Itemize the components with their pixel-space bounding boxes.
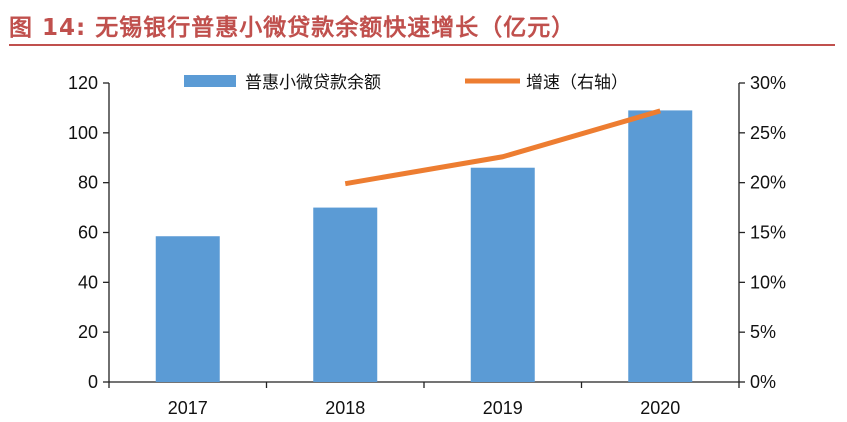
bar	[628, 110, 693, 383]
left-tick-label: 0	[88, 372, 98, 392]
legend-line-label: 增速（右轴）	[526, 73, 628, 93]
x-tick-label: 2018	[325, 398, 365, 418]
figure-title: 图 14: 无锡银行普惠小微贷款余额快速增长（亿元）	[9, 15, 576, 41]
left-tick-label: 80	[78, 173, 98, 193]
line-series	[344, 108, 661, 187]
title-underline	[9, 44, 835, 46]
right-tick-label: 15%	[750, 223, 786, 243]
right-tick-label: 10%	[750, 272, 786, 292]
bar	[155, 236, 220, 382]
x-tick-label: 2019	[483, 398, 523, 418]
left-tick-label: 120	[68, 73, 98, 93]
right-tick-label: 0%	[750, 372, 776, 392]
bar	[470, 167, 535, 382]
chart-axes: 0 20 40 60 80 100 120 0% 5% 10% 15% 20% 25% 30% 2017 20…	[68, 73, 786, 418]
left-tick-label: 100	[68, 123, 98, 143]
bar	[313, 207, 378, 382]
left-tick-label: 40	[78, 272, 98, 292]
figure-header: 图 14: 无锡银行普惠小微贷款余额快速增长（亿元）	[0, 0, 847, 50]
chart-legend: 普惠小微贷款余额 增速（右轴）	[184, 73, 628, 93]
right-tick-label: 25%	[750, 123, 786, 143]
legend-bar-swatch	[184, 75, 236, 87]
right-tick-label: 5%	[750, 322, 776, 342]
x-tick-label: 2017	[168, 398, 208, 418]
right-tick-label: 20%	[750, 173, 786, 193]
right-tick-label: 30%	[750, 73, 786, 93]
x-tick-label: 2020	[640, 398, 680, 418]
left-tick-label: 20	[78, 322, 98, 342]
bar-series	[155, 110, 693, 383]
legend-bar-label: 普惠小微贷款余额	[245, 73, 381, 93]
left-tick-label: 60	[78, 223, 98, 243]
